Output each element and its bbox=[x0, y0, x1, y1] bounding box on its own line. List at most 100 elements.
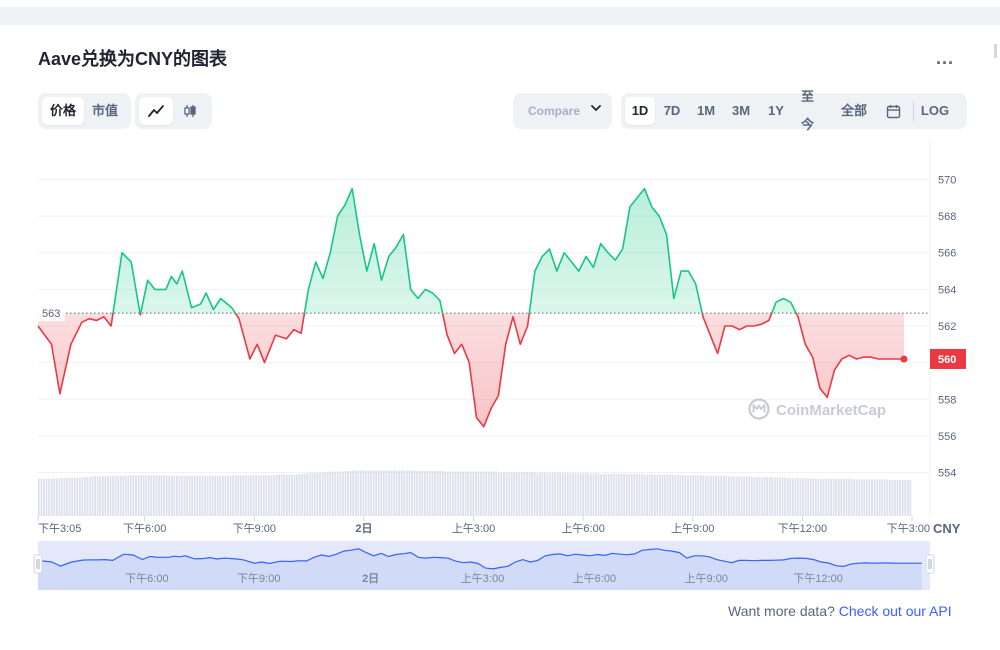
price-chart[interactable]: CoinMarketCap 563 5545565585605625645665… bbox=[0, 0, 1000, 600]
volume-bar bbox=[68, 477, 71, 516]
range-1m[interactable]: 1M bbox=[696, 103, 716, 118]
volume-bar bbox=[615, 474, 618, 516]
navigator-area bbox=[38, 548, 922, 590]
volume-bar bbox=[807, 478, 809, 516]
volume-bar bbox=[710, 475, 712, 516]
range-3m[interactable]: 3M bbox=[731, 103, 751, 118]
volume-bar bbox=[475, 471, 477, 516]
volume-bar bbox=[342, 471, 344, 516]
range-all[interactable]: 全部 bbox=[841, 103, 868, 118]
volume-bar bbox=[492, 471, 495, 516]
watermark: CoinMarketCap bbox=[748, 398, 886, 420]
watermark-text: CoinMarketCap bbox=[776, 402, 886, 419]
volume-bar bbox=[748, 476, 751, 516]
volume-bar bbox=[383, 470, 385, 516]
volume-bar bbox=[293, 474, 296, 516]
volume-bar bbox=[73, 477, 76, 516]
volume-bar bbox=[472, 471, 475, 516]
volume-bar bbox=[222, 475, 224, 516]
navigator-handle-left[interactable] bbox=[33, 554, 43, 574]
toggle-marketcap[interactable]: 市值 bbox=[92, 103, 119, 118]
volume-bar bbox=[674, 475, 677, 516]
volume-bar bbox=[349, 471, 352, 516]
volume-bar bbox=[733, 476, 735, 516]
volume-bar bbox=[367, 470, 370, 516]
volume-bar bbox=[40, 478, 43, 516]
volume-bar bbox=[58, 478, 61, 516]
volume-bar bbox=[186, 475, 188, 516]
volume-bar bbox=[96, 476, 99, 516]
volume-bar bbox=[193, 475, 196, 516]
volume-bar bbox=[694, 475, 697, 516]
volume-bar bbox=[114, 475, 117, 516]
volume-bar bbox=[613, 474, 615, 516]
volume-bar bbox=[761, 477, 763, 516]
volume-bar bbox=[153, 475, 155, 516]
volume-bar bbox=[740, 476, 743, 516]
volume-bar bbox=[339, 471, 342, 516]
toggle-price[interactable]: 价格 bbox=[42, 97, 84, 125]
volume-bar bbox=[676, 475, 679, 516]
volume-bar bbox=[324, 472, 326, 516]
volume-bar bbox=[112, 475, 114, 516]
volume-bar bbox=[508, 472, 510, 516]
x-tick-label: 上午6:00 bbox=[561, 522, 604, 535]
current-price-tag bbox=[930, 348, 966, 369]
y-tick-label: 554 bbox=[938, 468, 956, 480]
volume-bar bbox=[664, 474, 666, 516]
more-options-button[interactable]: ... bbox=[936, 48, 955, 68]
range-1y[interactable]: 1Y bbox=[768, 103, 784, 118]
volume-bar bbox=[648, 474, 651, 516]
volume-bar bbox=[551, 472, 554, 516]
line-chart-button[interactable] bbox=[139, 97, 173, 125]
volume-bar bbox=[651, 474, 654, 516]
navigator-line bbox=[37, 548, 922, 570]
volume-bar bbox=[855, 479, 858, 516]
volume-bar bbox=[306, 473, 309, 516]
navigator-tick-label: 下午12:00 bbox=[793, 572, 843, 585]
range-navigator[interactable]: 下午6:00 下午9:00 2日 上午3:00 上午6:00 上午9:00 下午12:00 bbox=[33, 541, 935, 590]
area-below-baseline bbox=[38, 313, 904, 427]
volume-bar bbox=[830, 478, 832, 516]
volume-bar bbox=[868, 479, 871, 516]
date-range-button[interactable] bbox=[875, 97, 911, 125]
volume-bar bbox=[776, 477, 779, 516]
volume-bar bbox=[380, 470, 383, 516]
baseline-label: 563 bbox=[36, 305, 65, 322]
compare-dropdown[interactable]: Compare bbox=[513, 93, 612, 129]
volume-bar bbox=[735, 476, 738, 516]
range-7d[interactable]: 7D bbox=[663, 103, 681, 118]
volume-bar bbox=[523, 472, 526, 516]
volume-bar bbox=[758, 477, 761, 516]
volume-bar bbox=[909, 480, 912, 516]
volume-bar bbox=[498, 472, 500, 516]
range-1d[interactable]: 1D bbox=[625, 97, 655, 125]
candlestick-button[interactable] bbox=[173, 97, 207, 125]
volume-bar bbox=[321, 472, 324, 516]
volume-bar bbox=[303, 474, 306, 516]
x-tick-label: 2日 bbox=[355, 522, 372, 535]
volume-bar bbox=[549, 472, 551, 516]
volume-bar bbox=[329, 471, 332, 516]
volume-bar bbox=[630, 474, 633, 516]
volume-bar bbox=[623, 474, 625, 516]
log-scale-button[interactable]: LOG bbox=[920, 103, 950, 118]
api-link[interactable]: Check out our API bbox=[838, 603, 952, 619]
volume-bar bbox=[572, 472, 574, 516]
volume-bar bbox=[538, 472, 541, 516]
volume-bar bbox=[296, 474, 298, 516]
volume-bar bbox=[122, 475, 125, 516]
volume-bar bbox=[490, 471, 493, 516]
volume-bar bbox=[446, 471, 449, 516]
volume-bar bbox=[469, 471, 472, 516]
volume-bar bbox=[201, 475, 204, 516]
navigator-handle-right[interactable] bbox=[925, 554, 935, 574]
volume-bar bbox=[702, 475, 705, 516]
y-tick-label: 570 bbox=[938, 174, 956, 186]
volume-bar bbox=[699, 475, 702, 516]
volume-bar bbox=[214, 475, 217, 516]
volume-bar bbox=[337, 471, 339, 516]
volume-bar bbox=[763, 477, 766, 516]
volume-bar bbox=[722, 475, 725, 516]
volume-bar bbox=[843, 478, 845, 516]
